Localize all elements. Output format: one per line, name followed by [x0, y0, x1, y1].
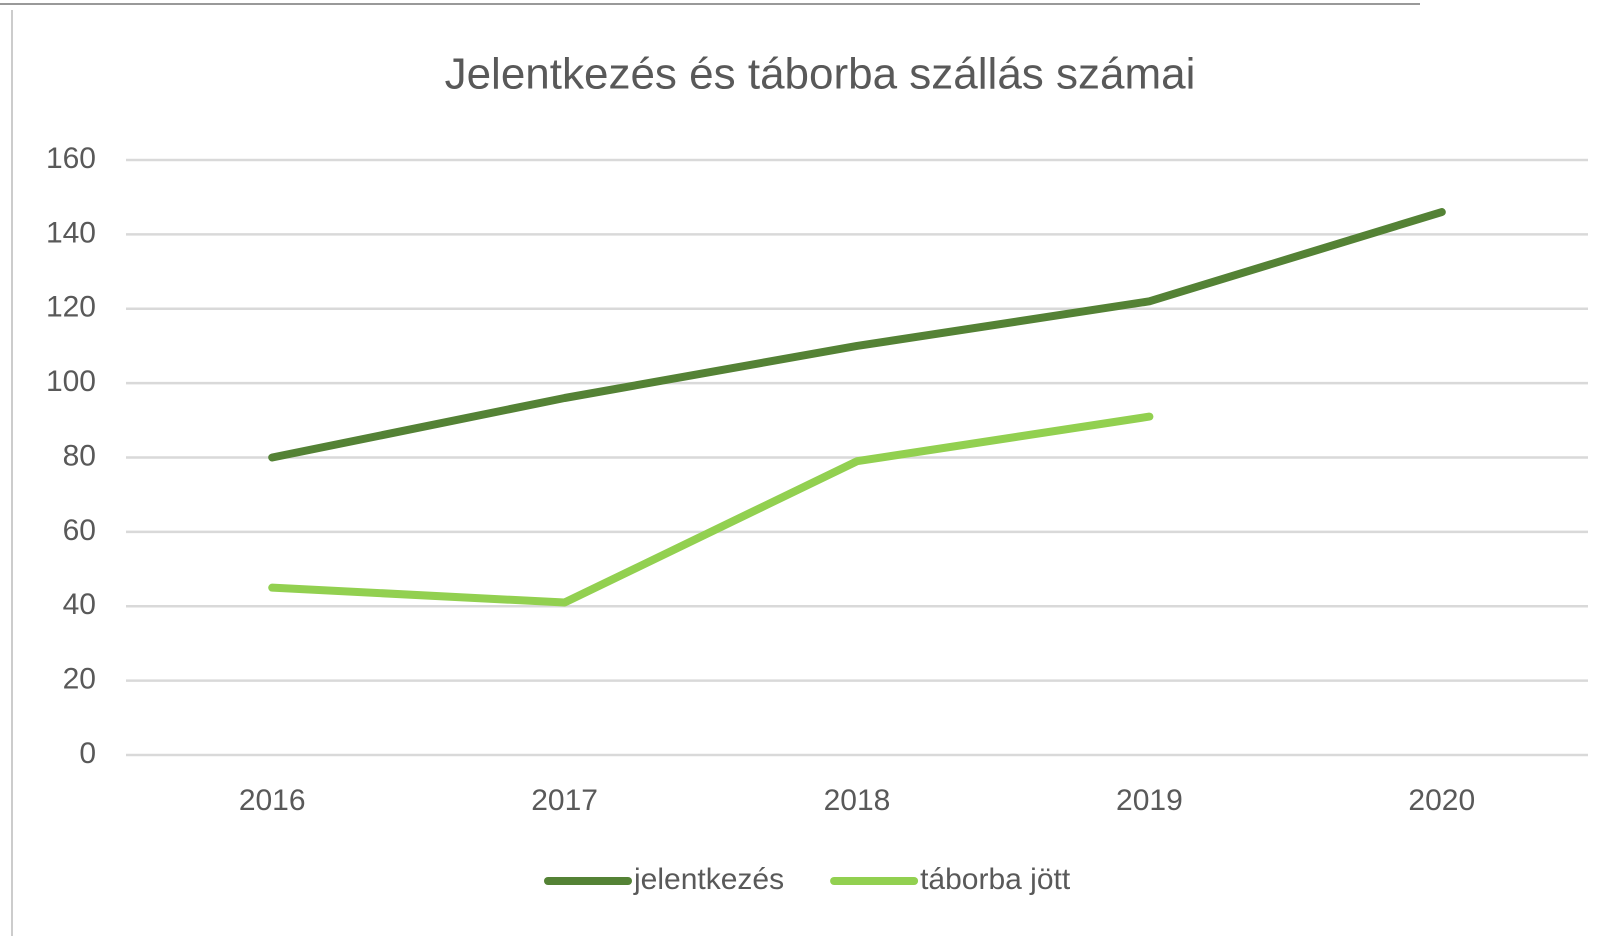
y-tick-label: 120 [46, 291, 96, 324]
y-tick-label: 60 [63, 514, 96, 547]
y-tick-label: 40 [63, 588, 96, 621]
y-tick-label: 140 [46, 216, 96, 249]
chart-title: Jelentkezés és táborba szállás számai [445, 50, 1196, 99]
legend-label: táborba jött [920, 863, 1071, 896]
x-tick-label: 2018 [824, 784, 891, 817]
series-line [268, 208, 1446, 462]
y-tick-label: 100 [46, 365, 96, 398]
x-tick-label: 2017 [531, 784, 598, 817]
y-tick-label: 80 [63, 439, 96, 472]
y-tick-label: 0 [79, 737, 96, 770]
x-tick-label: 2016 [239, 784, 306, 817]
y-tick-label: 160 [46, 142, 96, 175]
series-line [268, 412, 1154, 607]
legend-label: jelentkezés [633, 863, 784, 896]
x-tick-label: 2019 [1116, 784, 1183, 817]
x-tick-label: 2020 [1408, 784, 1475, 817]
y-tick-label: 20 [63, 663, 96, 696]
